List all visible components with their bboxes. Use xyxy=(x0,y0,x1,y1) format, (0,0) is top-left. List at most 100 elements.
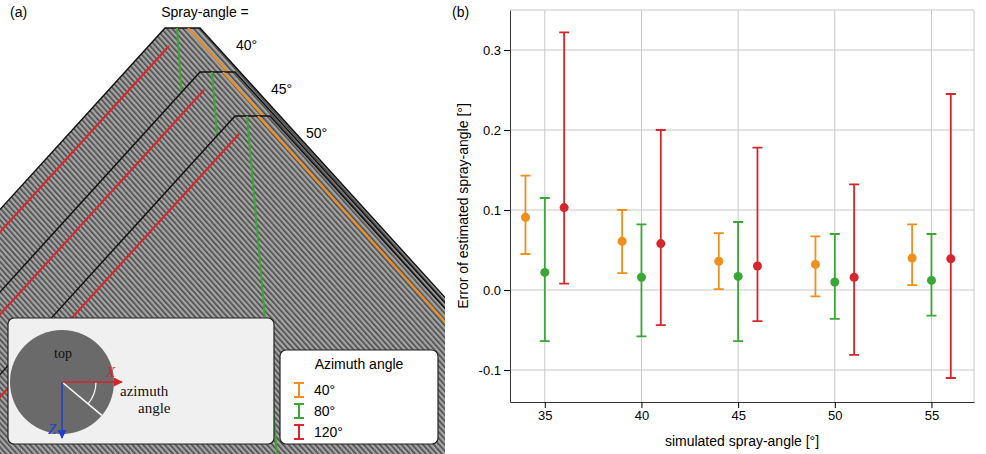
panel-label: (a) xyxy=(10,4,27,20)
data-point xyxy=(811,260,820,269)
z-axis-label: Z xyxy=(48,421,57,437)
spray-angle-label: 50° xyxy=(306,125,327,141)
x-tick: 40 xyxy=(635,402,649,423)
error-bar xyxy=(656,130,666,325)
x-axis-title: simulated spray-angle [°] xyxy=(665,433,819,449)
x-tick-mark xyxy=(835,402,836,408)
x-tick-label: 40 xyxy=(635,408,649,423)
y-tick-label: -0.1 xyxy=(479,363,501,378)
series xyxy=(520,176,917,297)
error-bar xyxy=(617,210,627,273)
grid-line xyxy=(510,370,974,371)
panel-a xyxy=(0,28,445,454)
x-axis: 35 40 45 50 55 xyxy=(511,402,975,423)
error-bar xyxy=(849,184,859,354)
y-tick-mark xyxy=(504,290,510,291)
data-point xyxy=(753,262,762,271)
data-point xyxy=(618,237,627,246)
plot-frame xyxy=(510,10,974,402)
data-point xyxy=(540,268,549,277)
legend-symbol xyxy=(294,425,304,439)
data-point xyxy=(560,203,569,212)
spray-angle-label: 40° xyxy=(236,37,257,53)
data-point xyxy=(850,273,859,282)
y-tick-label: 0.1 xyxy=(483,203,501,218)
y-tick-mark xyxy=(504,130,510,131)
error-bar xyxy=(946,94,956,378)
inset-top-label: top xyxy=(54,346,72,361)
x-tick: 35 xyxy=(538,402,552,423)
figure: (a)Spray-angle =40°45°50°topXZazimuthang… xyxy=(0,0,986,454)
z-arrow xyxy=(61,382,63,438)
grid-line xyxy=(510,290,974,291)
y-tick: 0.0 xyxy=(483,283,510,298)
edge-lines xyxy=(0,116,445,454)
panel-label: (b) xyxy=(452,4,469,20)
legend-title: Azimuth angle xyxy=(315,356,404,372)
y-tick-label: 0.0 xyxy=(483,283,501,298)
grid-line xyxy=(834,10,835,402)
legend-label: 80° xyxy=(314,403,335,419)
data-point xyxy=(946,254,955,263)
legend-symbol xyxy=(294,404,304,418)
data-point xyxy=(656,239,665,248)
error-bar xyxy=(540,198,550,341)
y-axis-line xyxy=(510,11,511,403)
error-bar xyxy=(559,32,569,283)
x-tick-label: 35 xyxy=(538,408,552,423)
y-tick-mark xyxy=(504,370,510,371)
data-point xyxy=(637,273,646,282)
y-tick-label: 0.2 xyxy=(483,123,501,138)
error-bar xyxy=(714,233,724,289)
error-bar xyxy=(752,148,762,322)
y-tick: 0.1 xyxy=(483,203,510,218)
series xyxy=(559,32,956,378)
y-tick: 0.3 xyxy=(483,43,510,58)
grid-line xyxy=(931,10,932,402)
data-point xyxy=(908,254,917,263)
error-bar xyxy=(830,234,840,319)
x-tick: 45 xyxy=(731,402,745,423)
edge-line xyxy=(258,116,445,454)
y-tick: -0.1 xyxy=(479,363,510,378)
y-axis-title: Error of estimated spray-angle [°] xyxy=(455,103,471,309)
data-point xyxy=(927,276,936,285)
y-tick: 0.2 xyxy=(483,123,510,138)
legend-symbol xyxy=(294,383,304,397)
azimuth-label: azimuthangle xyxy=(120,383,171,416)
grid-line xyxy=(738,10,739,402)
grid-line xyxy=(510,210,974,211)
error-bar xyxy=(733,222,743,341)
x-tick-mark xyxy=(931,402,932,408)
grid-line xyxy=(641,10,642,402)
grid-line xyxy=(510,130,974,131)
azimuth-line xyxy=(62,382,102,415)
inset-box xyxy=(8,318,274,444)
grid xyxy=(510,10,974,402)
x-tick-label: 45 xyxy=(731,408,745,423)
x-tick-mark xyxy=(641,402,642,408)
error-bar xyxy=(810,236,820,296)
y-axis: -0.1 0.0 0.1 0.2 0.3 xyxy=(479,11,511,403)
data-point xyxy=(830,278,839,287)
x-arrow xyxy=(62,381,122,383)
x-axis-line xyxy=(511,402,975,403)
legend-label: 120° xyxy=(314,424,343,440)
plot-area xyxy=(520,32,955,378)
error-bar xyxy=(926,234,936,316)
y-tick-mark xyxy=(504,210,510,211)
legend-label: 40° xyxy=(314,382,335,398)
inset: top X Zazimuthangle xyxy=(8,318,274,444)
x-tick-mark xyxy=(738,402,739,408)
y-tick-mark xyxy=(504,50,510,51)
error-bar xyxy=(636,224,646,336)
legend-box xyxy=(280,350,438,444)
x-axis-label: X xyxy=(105,364,116,380)
x-tick-label: 55 xyxy=(925,408,939,423)
x-tick: 50 xyxy=(828,402,842,423)
x-tick-mark xyxy=(545,402,546,408)
spray-angle-label: 45° xyxy=(271,81,292,97)
error-bar xyxy=(907,224,917,285)
legend: Azimuth angle 40° 80° 120° xyxy=(280,350,438,444)
hologram-image xyxy=(0,116,445,454)
